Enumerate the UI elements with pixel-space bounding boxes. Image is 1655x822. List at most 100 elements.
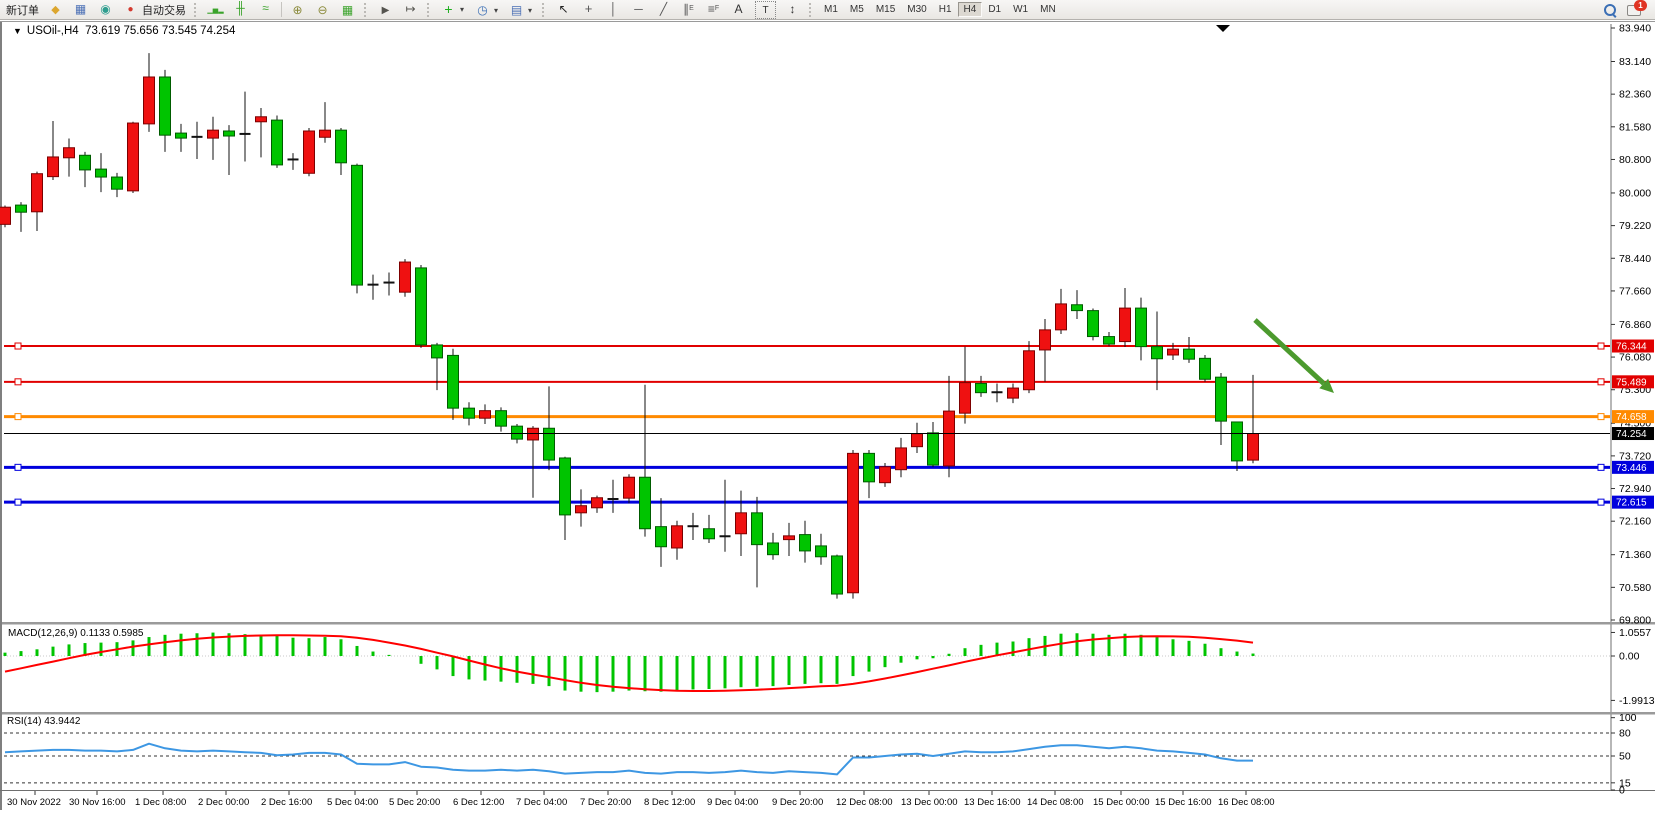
zoom-out-icon: ⊖ (317, 2, 328, 17)
timeframe-w1[interactable]: W1 (1013, 4, 1029, 15)
chart-shift-button[interactable]: ↦ (398, 0, 423, 18)
data-window-button[interactable]: ▦ (68, 0, 93, 18)
bull-candle-body (207, 129, 219, 139)
navigator-button[interactable]: ◉ (93, 0, 118, 18)
timeframe-h4[interactable]: H4 (957, 2, 983, 17)
candlestick (895, 437, 907, 478)
chart-ohlc-values: 73.619 75.656 73.545 74.254 (85, 25, 236, 37)
new-order-button[interactable]: 新订单 (2, 1, 43, 19)
line-handle[interactable] (14, 498, 22, 506)
candlestick-chart-button[interactable]: ╫ (228, 0, 253, 17)
text-button[interactable]: A (726, 0, 751, 18)
indicators-button[interactable]: + ▾ (436, 0, 470, 18)
bull-candle-body (1247, 433, 1259, 461)
line-handle[interactable] (1597, 498, 1605, 506)
fibonacci-button[interactable]: ≡ F (701, 0, 726, 18)
bull-candle-body (527, 427, 539, 441)
line-handle[interactable] (1597, 463, 1605, 471)
price-axis-label: 82.360 (1619, 89, 1651, 101)
timeframe-d1[interactable]: D1 (988, 4, 1002, 15)
bear-candle-body (1103, 336, 1115, 345)
line-chart-icon: ≈ (262, 1, 269, 15)
candlestick (543, 386, 555, 471)
time-axis-label: 6 Dec 12:00 (453, 797, 504, 808)
time-axis-label: 14 Dec 08:00 (1027, 797, 1084, 808)
scroll-to-end-marker[interactable] (1216, 25, 1230, 32)
bar-chart-button[interactable]: ▁▅▂ (203, 2, 228, 20)
price-axis[interactable]: 83.940 83.140 82.360 81.580 80.800 80.000 79.2… (1611, 23, 1651, 627)
line-handle[interactable] (14, 378, 22, 386)
bull-candle-body (623, 476, 635, 499)
candlestick (527, 426, 539, 498)
time-axis[interactable]: 30 Nov 2022 30 Nov 16:00 1 Dec 08:00 2 Dec … (7, 791, 1275, 808)
indicators-icon: + (444, 1, 453, 17)
cursor-button[interactable]: ↖ (551, 0, 576, 18)
trend-arrow-annotation[interactable] (1253, 318, 1334, 393)
price-line[interactable] (4, 498, 1610, 506)
templates-button[interactable]: ▤ ▾ (504, 1, 538, 19)
pane-separator[interactable] (2, 622, 1655, 625)
vertical-line-button[interactable]: │ (601, 0, 626, 18)
price-axis-label: 70.580 (1619, 582, 1651, 594)
bull-candle-body (1167, 348, 1179, 356)
timeframe-m5[interactable]: M5 (849, 4, 864, 15)
price-line[interactable] (4, 342, 1610, 350)
label-button[interactable]: T (751, 1, 780, 20)
zoom-out-button[interactable]: ⊖ (310, 1, 335, 19)
channel-button[interactable]: ∥ E (676, 0, 701, 18)
time-axis-label: 12 Dec 08:00 (836, 797, 893, 808)
time-axis-label: 15 Dec 00:00 (1093, 797, 1150, 808)
periods-button[interactable]: ◷ ▾ (470, 1, 504, 19)
time-axis-label: 13 Dec 16:00 (964, 797, 1021, 808)
search-icon[interactable] (1603, 3, 1617, 18)
price-line[interactable] (4, 463, 1610, 471)
autotrading-button[interactable]: ● 自动交易 (118, 1, 190, 19)
timeframe-mn[interactable]: MN (1040, 4, 1056, 15)
zoom-in-button[interactable]: ⊕ (285, 1, 310, 19)
price-line[interactable] (4, 413, 1610, 421)
timeframe-m30[interactable]: M30 (907, 4, 927, 15)
pane-separator[interactable] (2, 712, 1655, 715)
candlestick (607, 479, 619, 513)
chart-title[interactable]: ▼ USOil-,H4 73.619 75.656 73.545 74.254 (13, 25, 235, 37)
timeframe-m1[interactable]: M1 (824, 4, 838, 15)
timeframe-h1[interactable]: H1 (938, 4, 952, 15)
tile-windows-icon: ▦ (341, 2, 354, 17)
crosshair-button[interactable]: + (576, 0, 601, 18)
price-line[interactable] (4, 378, 1610, 386)
candlestick (367, 274, 379, 300)
bear-candle-body (559, 457, 571, 516)
line-handle[interactable] (1597, 378, 1605, 386)
candlestick (1119, 287, 1131, 348)
arrows-button[interactable]: ↕ (780, 0, 805, 18)
bull-candle-body (1023, 350, 1035, 391)
price-axis-label: 72.160 (1619, 516, 1651, 528)
market-watch-button[interactable]: ◆ (43, 1, 68, 19)
chat-icon[interactable]: 1 (1627, 0, 1647, 16)
bear-candle-body (175, 132, 187, 139)
bull-candle-body (1039, 329, 1051, 351)
horizontal-line-button[interactable]: ─ (626, 0, 651, 18)
bear-candle-body (639, 476, 651, 530)
line-handle[interactable] (14, 463, 22, 471)
chevron-down-icon: ▾ (527, 5, 532, 15)
time-axis-label: 30 Nov 2022 (7, 797, 61, 808)
line-handle[interactable] (1597, 342, 1605, 350)
bull-candle-body (959, 382, 971, 414)
candlestick-chart-icon: ╫ (236, 1, 245, 15)
candlestick (175, 123, 187, 152)
candlestick (1135, 297, 1147, 361)
auto-scroll-button[interactable]: ▶ (373, 2, 398, 20)
chevron-down-icon: ▼ (13, 26, 22, 36)
line-chart-button[interactable]: ≈ (253, 0, 278, 17)
trendline-button[interactable]: ╱ (651, 0, 676, 18)
candlestick (383, 272, 395, 296)
candlestick (351, 163, 363, 294)
line-handle[interactable] (14, 413, 22, 421)
tile-windows-button[interactable]: ▦ (335, 1, 360, 19)
timeframe-m15[interactable]: M15 (875, 4, 896, 15)
line-handle[interactable] (14, 342, 22, 350)
line-handle[interactable] (1597, 413, 1605, 421)
bull-candle-body (479, 410, 491, 419)
